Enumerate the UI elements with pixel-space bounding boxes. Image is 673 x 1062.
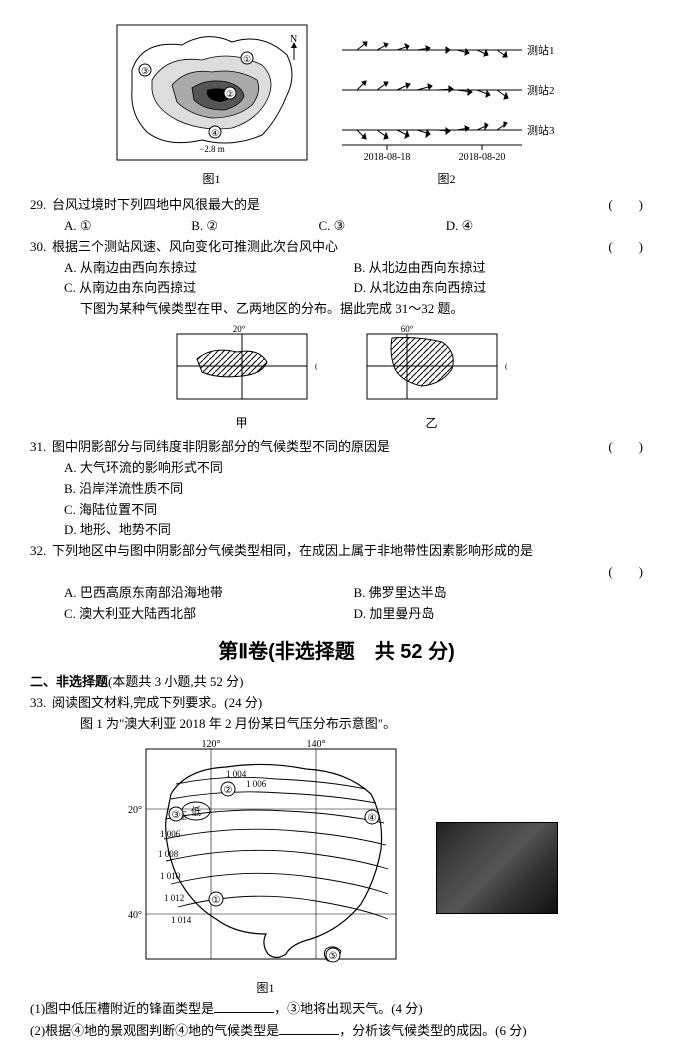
svg-text:1 010: 1 010 (160, 871, 181, 881)
q32-text: 下列地区中与图中阴影部分气候类型相同，在成因上属于非地带性因素影响形成的是 (52, 541, 643, 562)
q32-options-row1: A. 巴西高原东南部沿海地带B. 佛罗里达半岛 (30, 583, 643, 604)
svg-text:测站2: 测站2 (527, 83, 555, 97)
q30-options-row2: C. 从南边由东向西掠过D. 从北边由东向西掠过 (30, 278, 643, 299)
fig1-caption: 图1 (202, 170, 220, 189)
svg-text:1 004: 1 004 (226, 769, 247, 779)
svg-text:2018-08-20: 2018-08-20 (458, 152, 505, 163)
svg-text:1 008: 1 008 (158, 849, 179, 859)
q29-options: A. ①B. ②C. ③D. ④ (30, 216, 643, 237)
svg-text:20°: 20° (128, 805, 142, 816)
q32-options-row2: C. 澳大利亚大陆西北部D. 加里曼丹岛 (30, 604, 643, 625)
q33-num: 33. (30, 693, 52, 714)
q31-num: 31. (30, 437, 52, 458)
section-2-title: 第Ⅱ卷(非选择题 共 52 分) (30, 636, 643, 668)
svg-text:2018-08-18: 2018-08-18 (363, 152, 410, 163)
q30-options-row1: A. 从南边由西向东掠过B. 从北边由西向东掠过 (30, 258, 643, 279)
svg-text:③: ③ (171, 810, 180, 821)
figure-1-typhoon-map: N ① ② ③ ④ −2.8 m 图1 (112, 20, 312, 189)
svg-text:④: ④ (210, 128, 218, 138)
australia-pressure-map: 120° 140° 20° 40° 低 压 (116, 739, 416, 998)
depth-label: −2.8 m (199, 144, 225, 154)
intro-31-32: 下图为某种气候类型在甲、乙两地区的分布。据此完成 31～32 题。 (30, 299, 643, 320)
q31-opt-d: D. 地形、地势不同 (30, 520, 643, 541)
q30-num: 30. (30, 237, 52, 258)
svg-text:测站3: 测站3 (527, 123, 555, 137)
q33-sub1: (1)图中低压槽附近的锋面类型是，③地将出现天气。(4 分) (30, 998, 643, 1020)
map-jia: 20° 0° 甲 (167, 324, 317, 433)
q31-opt-b: B. 沿岸洋流性质不同 (30, 479, 643, 500)
q29-num: 29. (30, 195, 52, 216)
answer-paren: ( ) (608, 195, 643, 216)
svg-text:60°: 60° (400, 324, 413, 334)
q33-text: 阅读图文材料,完成下列要求。(24 分) (52, 693, 643, 714)
q31-opt-c: C. 海陆位置不同 (30, 500, 643, 521)
svg-text:③: ③ (140, 66, 148, 76)
svg-text:1 006: 1 006 (246, 779, 267, 789)
svg-text:120°: 120° (201, 739, 220, 750)
q31-text: 图中阴影部分与同纬度非阴影部分的气候类型不同的原因是 (52, 437, 608, 458)
svg-text:40°: 40° (128, 910, 142, 921)
part2-heading: 二、非选择题(本题共 3 小题,共 52 分) (30, 672, 643, 693)
svg-text:1 006: 1 006 (160, 829, 181, 839)
svg-text:20°: 20° (232, 324, 245, 334)
svg-text:①: ① (211, 895, 220, 906)
q32-num: 32. (30, 541, 52, 562)
map-yi: 60° 0° 乙 (357, 324, 507, 433)
svg-text:1 012: 1 012 (164, 893, 184, 903)
svg-text:低: 低 (191, 805, 201, 818)
q33-sub2: (2)根据④地的景观图判断④地的气候类型是，分析该气候类型的成因。(6 分) (30, 1020, 643, 1042)
svg-text:⑤: ⑤ (328, 951, 337, 962)
figure-2-wind-stations: 测站1 测站2 测站3 (332, 20, 562, 189)
svg-text:②: ② (225, 89, 233, 99)
svg-text:测站1: 测站1 (527, 43, 555, 57)
landscape-photo-4 (436, 822, 558, 914)
q33-intro: 图 1 为"澳大利亚 2018 年 2 月份某日气压分布示意图"。 (30, 714, 643, 735)
svg-text:0°: 0° (315, 362, 317, 372)
answer-paren: ( ) (30, 562, 643, 583)
answer-paren: ( ) (608, 237, 643, 258)
q31-opt-a: A. 大气环流的影响形式不同 (30, 458, 643, 479)
fig2-caption: 图2 (437, 170, 455, 189)
svg-text:②: ② (223, 785, 232, 796)
svg-text:④: ④ (367, 813, 376, 824)
q29-text: 台风过境时下列四地中风很最大的是 (52, 195, 608, 216)
svg-text:①: ① (242, 54, 250, 64)
svg-text:0°: 0° (505, 362, 507, 372)
answer-paren: ( ) (608, 437, 643, 458)
q30-text: 根据三个测站风速、风向变化可推测此次台风中心 (52, 237, 608, 258)
svg-text:140°: 140° (306, 739, 325, 750)
svg-text:1 014: 1 014 (171, 915, 192, 925)
